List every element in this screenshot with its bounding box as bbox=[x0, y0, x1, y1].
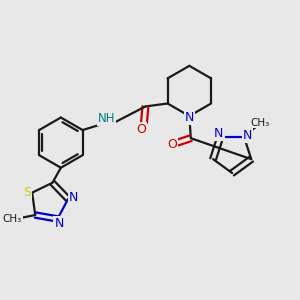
Text: CH₃: CH₃ bbox=[3, 214, 22, 224]
Text: N: N bbox=[214, 127, 224, 140]
Text: O: O bbox=[136, 123, 146, 136]
Text: N: N bbox=[185, 111, 194, 124]
Text: N: N bbox=[54, 217, 64, 230]
Text: CH₃: CH₃ bbox=[250, 118, 269, 128]
Text: O: O bbox=[167, 138, 177, 151]
Text: N: N bbox=[243, 129, 252, 142]
Text: NH: NH bbox=[98, 112, 115, 125]
Text: S: S bbox=[23, 186, 31, 199]
Text: N: N bbox=[69, 191, 78, 204]
